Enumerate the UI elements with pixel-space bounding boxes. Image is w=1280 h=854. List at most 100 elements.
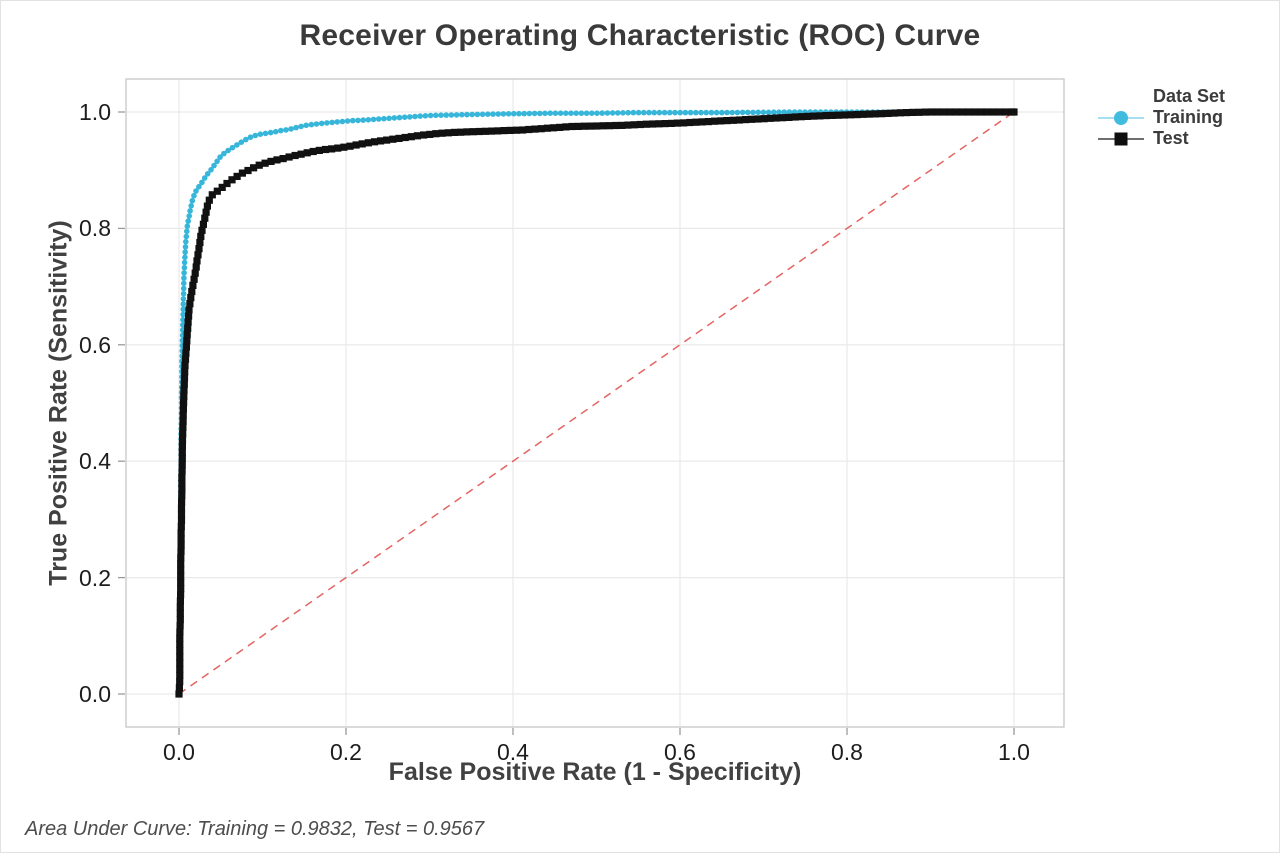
data-point-square (184, 324, 192, 332)
data-point-circle (324, 120, 330, 126)
data-point-square (201, 214, 209, 222)
data-point-circle (182, 244, 189, 250)
data-point-square (203, 202, 211, 210)
data-point-square (847, 111, 855, 119)
data-point-circle (765, 109, 772, 116)
data-point-circle (750, 109, 756, 116)
data-point-circle (188, 203, 194, 209)
x-tick-label: 0.4 (497, 739, 529, 765)
data-point-circle (609, 110, 616, 116)
data-point-square (177, 516, 186, 524)
data-point-square (182, 343, 190, 351)
data-point-square (377, 137, 385, 145)
data-point-circle (760, 109, 767, 116)
data-point-circle (396, 114, 403, 121)
data-point-square (680, 119, 688, 127)
data-point-circle (453, 112, 460, 118)
data-point-square (180, 380, 188, 388)
data-point-circle (238, 139, 245, 145)
data-point-circle (252, 132, 259, 139)
data-point-square (181, 355, 190, 363)
data-point-circle (313, 121, 320, 127)
series-test (175, 108, 1018, 698)
data-point-square (921, 108, 929, 116)
data-point-square (180, 374, 189, 382)
data-point-square (180, 392, 188, 401)
data-point-circle (407, 114, 413, 120)
data-point-circle (667, 109, 673, 116)
data-point-square (395, 134, 403, 142)
data-point-square (896, 109, 904, 117)
data-point-square (177, 529, 185, 537)
data-point-square (177, 541, 185, 549)
data-point-circle (350, 117, 356, 124)
data-point-square (177, 523, 185, 531)
x-axis-title: False Positive Rate (1 - Specificity) (388, 758, 802, 786)
data-point-square (223, 179, 231, 188)
data-point-square (407, 133, 415, 141)
data-point-square (184, 318, 192, 326)
plot-border (125, 78, 1065, 728)
data-point-square (909, 108, 917, 116)
data-point-circle (221, 150, 227, 157)
data-point-circle (459, 111, 465, 118)
data-point-square (176, 622, 184, 630)
data-point-square (187, 294, 195, 302)
data-point-square (358, 140, 366, 148)
data-point-square (853, 111, 861, 119)
data-point-circle (334, 119, 341, 125)
data-point-circle (182, 249, 188, 255)
data-point-square (177, 560, 185, 568)
data-point-square (420, 131, 428, 139)
data-point-circle (181, 259, 188, 266)
data-point-square (364, 139, 372, 147)
data-point-square (878, 110, 886, 118)
data-point-square (189, 281, 197, 289)
data-point-square (977, 108, 985, 116)
data-point-square (261, 159, 269, 167)
data-point-square (915, 108, 923, 116)
data-point-square (661, 120, 669, 128)
data-point-square (176, 597, 184, 605)
data-point-square (213, 187, 221, 195)
data-point-circle (563, 110, 569, 116)
data-point-circle (189, 197, 196, 204)
data-point-circle (329, 119, 335, 126)
data-point-circle (438, 112, 444, 118)
data-point-square (340, 143, 348, 151)
data-point-square (735, 116, 743, 124)
data-point-circle (443, 112, 450, 118)
data-point-square (178, 473, 186, 481)
data-point-square (177, 591, 185, 599)
legend-entry-training[interactable]: Training (1097, 107, 1225, 128)
data-point-circle (288, 126, 294, 132)
data-point-square (469, 128, 477, 136)
data-point-square (267, 157, 275, 165)
data-point-square (791, 113, 799, 121)
data-point-square (205, 196, 213, 204)
data-point-circle (360, 117, 367, 123)
data-point-square (176, 609, 184, 617)
data-point-square (328, 145, 336, 153)
reference-diagonal-line (178, 111, 1015, 695)
data-point-square (971, 108, 979, 116)
data-point-circle (427, 112, 434, 119)
data-point-square (244, 166, 252, 175)
data-point-square (574, 122, 582, 130)
data-point-circle (180, 290, 187, 297)
data-point-square (903, 109, 911, 117)
data-point-circle (474, 111, 481, 118)
data-point-circle (391, 115, 398, 121)
data-point-square (176, 628, 184, 636)
legend-entry-test[interactable]: Test (1097, 128, 1225, 149)
data-point-circle (781, 109, 787, 115)
x-tick-label: 0.2 (330, 739, 362, 765)
data-point-square (186, 300, 194, 308)
data-point-circle (516, 110, 522, 117)
data-point-circle (578, 110, 585, 116)
data-point-circle (526, 110, 533, 117)
data-point-circle (531, 110, 538, 117)
data-point-circle (641, 109, 647, 116)
data-point-square (315, 146, 323, 154)
